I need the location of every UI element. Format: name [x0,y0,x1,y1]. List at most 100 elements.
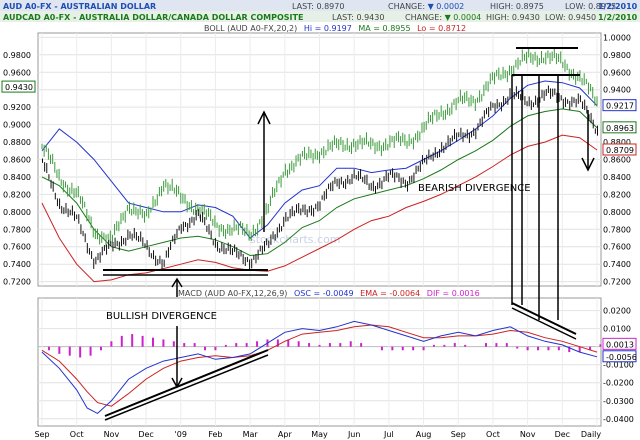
price-value-badge-text: 0.8963 [606,124,634,133]
chart-header: AUD A0-FX - AUSTRALIAN DOLLAR LAST: 0.89… [0,0,640,22]
macd-histogram-bar [547,346,550,351]
macd-histogram-bar [349,341,352,347]
price-right-tick-label: 0.7400 [603,260,631,269]
macd-histogram-bar [79,346,82,358]
header-change-audcad: CHANGE: ▼ 0.0004 [405,13,481,22]
macd-right-tick-label: 0.0100 [603,325,631,334]
macd-gridlines [38,298,601,426]
header-date-audcad: 1/2/2010 [598,13,638,22]
divergence-annotations: BULLISH DIVERGENCE BEARISH DIVERGENCE [103,47,595,421]
macd-histogram-bar [214,346,217,351]
macd-histogram-bar [599,344,602,347]
price-value-badges: 0.9430 0.9217 0.8963 0.8709 [1,80,637,156]
price-gridlines [38,33,601,286]
macd-histogram-bar [99,346,102,351]
price-left-tick-label: 0.7200 [3,278,31,287]
macd-series-layer [41,320,602,415]
price-right-tick-label: 0.7600 [603,243,631,252]
price-left-tick-label: 0.7400 [3,260,31,269]
bearish-down-arrow-head [581,157,595,172]
x-tick-label: Mar [243,430,259,439]
watermark: stockcharts.com [250,233,341,246]
macd-histogram-bar [526,346,529,351]
bullish-up-arrow-head [257,110,271,125]
annotation-lines [103,47,595,421]
macd-histogram-bar [453,343,456,347]
price-right-tick-label: 0.9800 [603,51,631,60]
price-left-tick-label: 0.9800 [3,51,31,60]
macd-histogram-bar [172,341,175,347]
price-left-tick-label: 0.9200 [3,103,31,112]
macd-histogram-bar [318,344,321,347]
price-right-tick-label: 0.8800 [603,138,631,147]
macd-histogram-bar [235,343,238,347]
macd-histogram-bar [276,339,279,347]
macd-histogram-bar [141,335,144,347]
macd-histogram-bar [256,341,259,347]
header-low-audcad: LOW: 0.9450 [545,13,596,22]
macd-right-tick-label: -0.0300 [603,397,634,406]
price-left-tick-label: 0.7600 [3,243,31,252]
x-tick-label: Dec [138,430,153,439]
price-series-layer [41,48,598,283]
x-tick-label: Feb [208,430,222,439]
x-axis: Sep Oct Nov Dec '09 Feb Mar Apr May Jun Jul Aug Sep O… [34,430,601,439]
x-tick-label: Aug [416,430,432,439]
price-right-tick-label: 0.8200 [603,190,631,199]
header-last-aud: LAST: 0.8970 [292,2,344,11]
x-tick-label: Jul [383,430,394,439]
boll-legend: BOLL (AUD A0-FX,20,2) Hi = 0.9197 MA = 0… [204,24,466,33]
x-tick-label: May [311,430,328,439]
header-date-aud: 1/2/2010 [598,2,638,11]
macd-histogram-bar [537,346,540,351]
x-tick-label: Apr [278,430,293,439]
macd-histogram-bar [120,335,123,347]
macd-value-badges: 0.0013 -0.0056 [602,337,637,363]
macd-histogram-bar [380,346,383,351]
macd-histogram-bar [495,343,498,347]
macd-histogram-bar [589,346,592,351]
macd-ema-line [41,324,598,407]
macd-panel: MACD (AUD A0-FX,12,26,9) OSC = -0.0049 E… [37,289,637,427]
header-high-aud: HIGH: 0.8975 [490,2,544,11]
header-row-1-bg [0,0,640,11]
price-right-tick-label: 0.8000 [603,208,631,217]
macd-value-badge [602,350,637,363]
price-right-tick-label: 0.7800 [603,225,631,234]
macd-histogram-bar [110,341,113,347]
header-symbol-aud: AUD A0-FX - AUSTRALIAN DOLLAR [3,2,156,11]
macd-histogram-bar [443,344,446,347]
macd-histogram-bar [152,337,154,347]
macd-histogram-bar [183,343,186,347]
macd-histogram-bar [68,346,71,356]
macd-right-tick-label: -0.0400 [603,415,634,424]
macd-histogram-bar [360,343,363,347]
boll-middle-band [41,108,598,257]
price-value-badge [602,121,637,134]
header-high-audcad: HIGH: 0.9430 [486,13,540,22]
price-value-badge-text: 0.9430 [5,83,33,92]
macd-value-badge-text: 0.0013 [606,340,634,349]
price-value-badge-text: 0.8709 [606,146,634,155]
macd-histogram-bar [58,346,61,354]
x-tick-label: Oct [70,430,84,439]
macd-histogram-bar [47,346,50,351]
price-left-tick-label: 0.8200 [3,190,31,199]
price-panel: BOLL (AUD A0-FX,20,2) Hi = 0.9197 MA = 0… [1,24,637,287]
price-right-tick-label: 0.7200 [603,278,631,287]
macd-histogram-bar [485,343,487,347]
price-right-tick-label: 0.9600 [603,68,631,77]
macd-histogram-bar [578,346,581,353]
price-left-tick-label: 0.8600 [3,156,31,165]
macd-histogram-bar [193,343,196,347]
price-value-badge-text: 0.9217 [606,102,634,111]
price-left-tick-label: 0.9600 [3,68,31,77]
macd-histogram-bar [162,339,165,347]
macd-histogram-bar [432,344,435,347]
boll-lower-band [41,134,598,283]
x-tick-label: Jun [347,430,361,439]
x-tick-label: Sep [34,430,49,439]
price-left-tick-label: 0.9000 [3,121,31,130]
macd-osc-line [41,320,598,415]
